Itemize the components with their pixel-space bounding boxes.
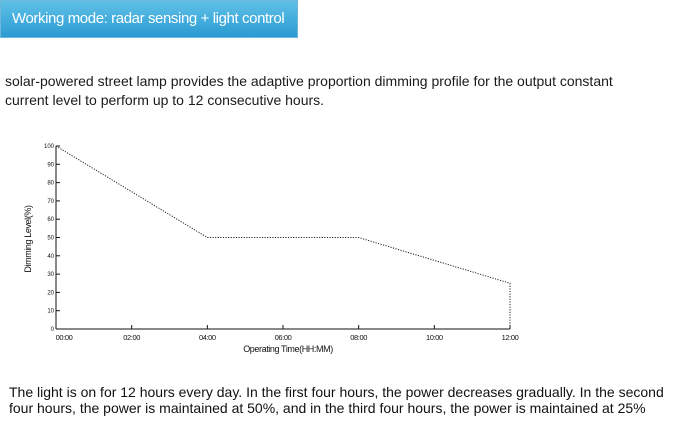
dimming-profile-line [55,145,511,329]
caption-text: The light is on for 12 hours every day. … [9,384,664,416]
dimming-chart: 0 10 20 30 40 50 60 70 80 90 100 00:00 02:00 04:00 06… [23,144,519,354]
y-tick-label: 10 [47,309,54,315]
x-tick-label: 10:00 [426,333,443,342]
x-tick-label: 12:00 [502,333,519,342]
x-tick-label: 00:00 [56,333,73,342]
x-tick-label: 08:00 [350,333,367,342]
y-tick-label: 70 [47,199,54,205]
y-tick-label: 0 [51,327,55,333]
y-tick-label: 30 [47,272,54,278]
x-axis-ticks: 00:00 02:00 04:00 06:00 08:00 10:00 12:00 [55,325,519,342]
y-tick-label: 40 [47,254,54,260]
x-tick-label: 06:00 [275,333,292,342]
y-axis-label: Dimming Level(%) [23,205,33,273]
y-tick-label: 100 [44,144,55,150]
x-axis-label: Operating Time(HH:MM) [243,344,333,354]
y-tick-label: 90 [47,162,54,168]
y-axis-ticks: 0 10 20 30 40 50 60 70 80 90 100 [44,144,60,333]
x-tick-label: 04:00 [199,333,216,342]
mode-banner: Working mode: radar sensing + light cont… [0,0,298,38]
y-tick-label: 60 [47,217,54,223]
x-tick-label: 02:00 [123,333,140,342]
y-tick-label: 80 [47,181,54,187]
mode-title: Working mode: radar sensing + light cont… [12,10,285,27]
y-tick-label: 20 [47,290,54,296]
intro-text: solar-powered street lamp provides the a… [5,73,613,108]
y-tick-label: 50 [47,236,54,242]
chart-series [55,145,511,329]
